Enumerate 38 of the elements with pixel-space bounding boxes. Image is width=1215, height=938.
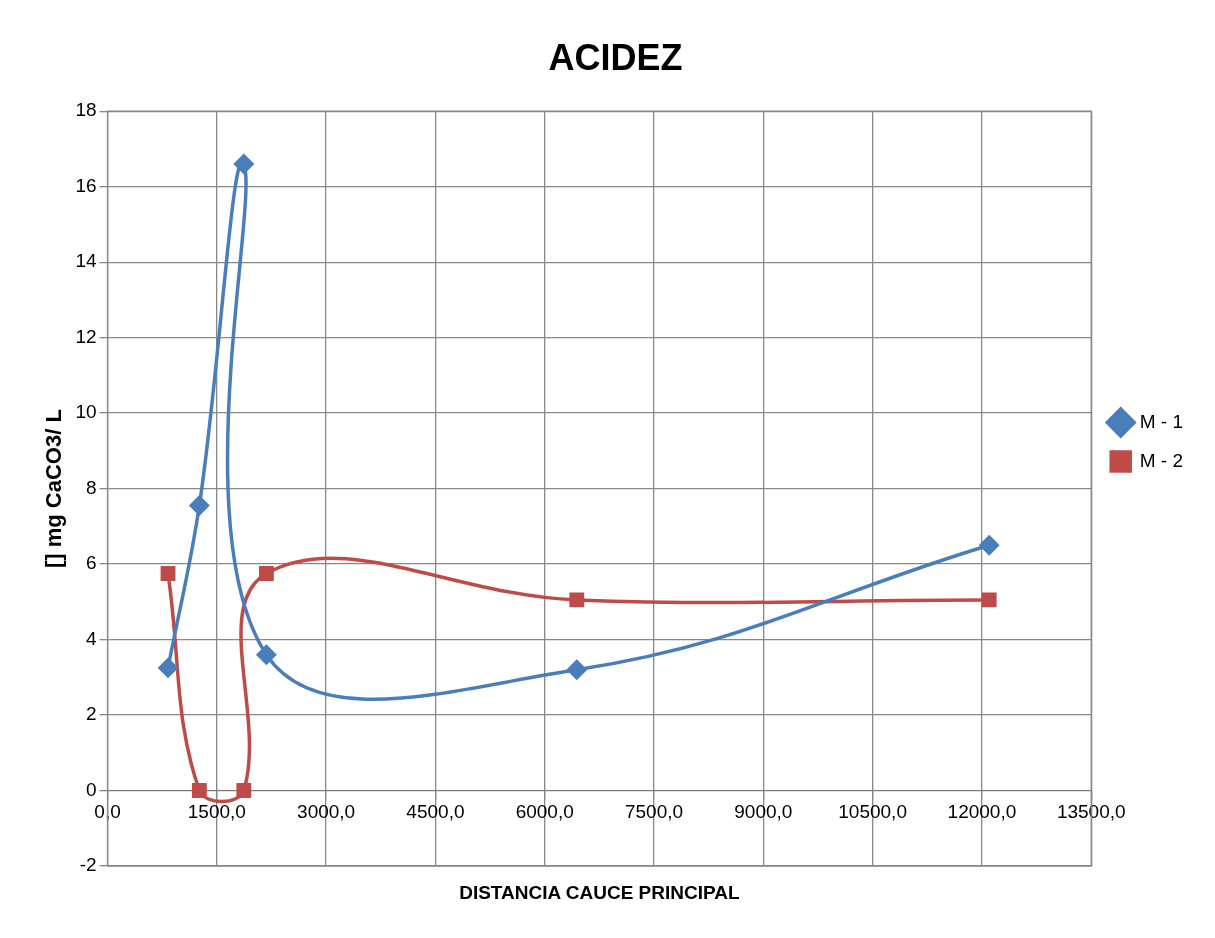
- x-axis-title: DISTANCIA CAUCE PRINCIPAL: [459, 881, 740, 903]
- x-tick-label: 1500,0: [187, 801, 246, 823]
- y-tick-label: 16: [75, 174, 97, 196]
- x-tick-label: 9000,0: [734, 801, 793, 823]
- y-tick-label: 8: [85, 476, 97, 498]
- point: [160, 566, 176, 581]
- x-tick-label: 0,0: [94, 801, 121, 823]
- legend-label: M - 1: [1139, 410, 1183, 432]
- x-tick-label: 6000,0: [515, 801, 574, 823]
- y-axis-title: [] mg CaCO3/ L: [41, 409, 67, 569]
- x-tick-label: 3000,0: [297, 801, 356, 823]
- y-tick-label: 0: [85, 778, 97, 800]
- point: [981, 592, 997, 608]
- y-tick-label: 2: [85, 703, 97, 725]
- x-tick-label: 10500,0: [838, 801, 907, 823]
- x-tick-label: 4500,0: [406, 801, 465, 823]
- x-tick-label: 7500,0: [624, 801, 684, 823]
- chart-title: ACIDEZ: [548, 36, 683, 78]
- point: [258, 566, 274, 581]
- legend-label: M - 2: [1139, 449, 1183, 471]
- point: [569, 592, 585, 608]
- point: [158, 658, 178, 678]
- x-tick-label: 12000,0: [947, 801, 1017, 823]
- y-tick-label: -2: [79, 854, 97, 876]
- y-tick-label: 12: [75, 325, 97, 347]
- point: [191, 783, 207, 798]
- y-tick-label: 4: [85, 627, 97, 649]
- point: [189, 495, 210, 516]
- y-tick-label: 10: [75, 401, 97, 423]
- y-tick-label: 6: [85, 552, 97, 574]
- point: [567, 660, 587, 680]
- y-tick-label: 18: [75, 99, 97, 121]
- point: [979, 535, 999, 555]
- point: [236, 783, 252, 798]
- point: [256, 644, 277, 665]
- y-tick-label: 14: [75, 250, 97, 272]
- point: [234, 154, 254, 174]
- x-tick-label: 13500,0: [1056, 801, 1126, 823]
